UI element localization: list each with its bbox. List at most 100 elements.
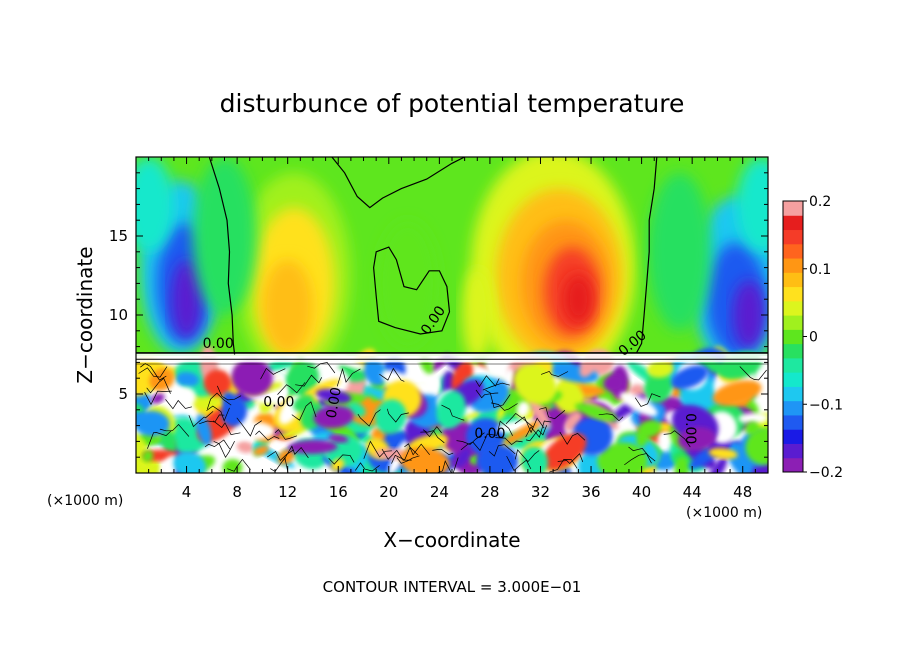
contour-line [386,408,409,423]
x-tick-label: 24 [430,483,449,501]
y-tick-label: 5 [118,385,128,403]
eddy-blob [745,427,768,465]
contour-label: 0.00 [474,426,505,442]
eddy-blob [293,395,314,412]
contour-interval-note: CONTOUR INTERVAL = 3.000E−01 [323,578,582,596]
eddy-blob [136,460,154,471]
x-unit-left: (×1000 m) [47,493,123,509]
eddy-blob [619,392,658,417]
contour-line [420,426,442,438]
eddy-blob [603,374,625,392]
field-blob [563,273,594,325]
contour-line [396,455,420,464]
chart-title: disturbunce of potential temperature [220,89,685,118]
colorbar-swatch [783,258,803,273]
contour-line [140,363,167,381]
contour-line [206,392,232,410]
x-tick-label: 12 [278,483,297,501]
eddy-blob [646,360,674,378]
colorbar-tick-label: 0.1 [809,262,831,278]
contour-line [363,440,392,459]
colorbar-swatch [783,229,803,245]
eddy-blob [637,419,662,438]
contour-line [441,404,465,421]
eddy-blob [564,411,582,432]
contour-line [506,455,532,472]
contour-line [379,367,405,382]
eddy-blob [708,448,738,460]
eddy-blob [142,450,154,463]
colorbar-tick-label: −0.1 [809,397,843,413]
contour-line [557,453,584,464]
eddy-blob [528,396,551,429]
eddy-blob [173,451,207,473]
contour-line [165,399,192,410]
eddy-blob [287,440,338,454]
contour-line [291,401,317,421]
contour-line [539,407,566,420]
colorbar-swatch [783,414,803,430]
contour-line [475,389,499,399]
eddy-blob [708,456,728,473]
contour-line [188,411,214,428]
contour-line [663,430,691,448]
contour-line [260,367,286,380]
colorbar-swatch [783,357,803,373]
colorbar: 0.2 0.1 0 −0.1 −0.2 [782,194,843,481]
contour-line [514,416,545,434]
contour-label: 0.00 [263,395,294,411]
field-blob [262,259,313,355]
contour-line [559,431,586,445]
eddy-blob [231,358,273,397]
colorbar-swatch [783,400,803,416]
contour-line [436,457,459,473]
contour-lines [136,157,768,473]
eddy-blob [671,365,709,389]
contour-line [525,425,548,442]
x-axis: 4 8 12 16 20 24 28 32 36 40 44 48 [148,157,756,501]
eddy-blob [363,358,387,386]
contour-line [328,454,355,465]
contour-line [381,448,412,461]
colorbar-swatch [783,201,803,216]
eddy-blob [175,372,200,387]
eddy-blob [477,444,519,473]
contour-line [540,370,569,377]
x-unit-right: (×1000 m) [686,505,762,521]
colorbar-swatch [783,386,803,402]
x-tick-label: 8 [232,483,242,501]
contour-line [739,366,767,381]
colorbar-swatch [783,457,803,473]
colorbar-swatch [783,286,803,302]
eddy-blob [195,414,212,446]
eddy-blob [253,445,269,456]
eddy-blob [455,447,471,468]
colorbar-swatch [783,329,803,345]
contour-line [635,157,658,354]
contour-line [331,157,465,209]
contour-line [485,389,511,409]
field-blob [136,157,174,252]
contour-line [475,375,500,388]
contour-line [491,402,518,411]
contour-line [213,420,241,435]
eddy-blob [328,434,349,443]
contour-line [274,429,298,440]
eddy-blob [516,401,530,418]
eddy-blob [176,387,196,407]
contour-line [486,420,513,436]
contour-line [147,430,172,449]
field-blob [736,157,768,252]
contour-line [146,377,171,394]
contour-line [336,367,361,387]
contour-line [357,409,381,427]
eddy-blob [712,380,762,406]
eddy-blob [151,393,165,404]
eddy-blob [513,364,557,405]
contour-line [216,385,242,401]
y-axis: 5 10 15 [109,172,768,458]
contour-line [213,440,235,459]
eddy-blob [674,456,689,473]
eddy-blob [436,390,466,429]
